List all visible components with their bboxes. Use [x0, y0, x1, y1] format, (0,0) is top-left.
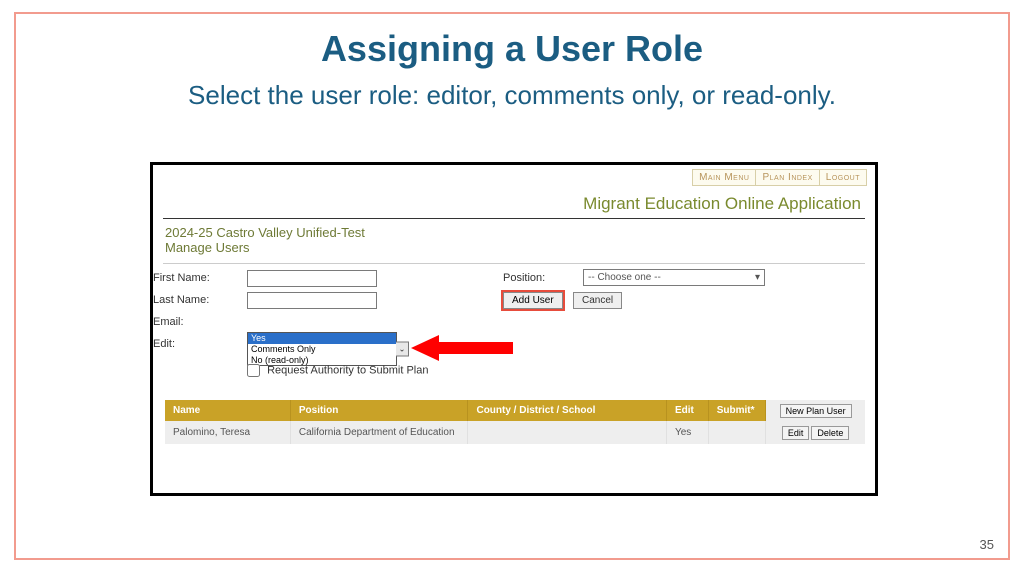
email-label: Email:	[153, 316, 184, 328]
cell-submit	[708, 421, 765, 444]
arrow-shaft	[437, 342, 513, 354]
col-position: Position	[290, 400, 468, 421]
cell-name: Palomino, Teresa	[165, 421, 290, 444]
first-name-input[interactable]	[247, 270, 377, 287]
slide-frame: Assigning a User Role Select the user ro…	[14, 12, 1010, 560]
row-edit-button[interactable]: Edit	[782, 426, 810, 440]
position-placeholder: -- Choose one --	[588, 272, 661, 283]
first-name-label: First Name:	[153, 272, 210, 284]
district-name: 2024-25 Castro Valley Unified-Test	[153, 219, 875, 240]
col-submit: Submit*	[708, 400, 765, 421]
cell-edit: Yes	[666, 421, 708, 444]
col-county: County / District / School	[468, 400, 667, 421]
slide-subtitle: Select the user role: editor, comments o…	[16, 80, 1008, 111]
row-delete-button[interactable]: Delete	[811, 426, 849, 440]
submit-authority-label: Request Authority to Submit Plan	[267, 364, 428, 376]
cell-actions: EditDelete	[766, 421, 865, 444]
cell-county	[468, 421, 667, 444]
top-nav: Main MenuPlan IndexLogout	[153, 165, 875, 188]
new-plan-user-button[interactable]: New Plan User	[780, 404, 852, 418]
divider-light	[163, 263, 865, 264]
app-title: Migrant Education Online Application	[153, 188, 875, 218]
position-select[interactable]: -- Choose one --	[583, 269, 765, 286]
nav-main-menu[interactable]: Main Menu	[692, 169, 756, 186]
edit-option-comments[interactable]: Comments Only	[248, 344, 396, 355]
nav-logout[interactable]: Logout	[819, 169, 867, 186]
edit-label: Edit:	[153, 338, 175, 350]
table-row: Palomino, Teresa California Department o…	[165, 421, 865, 444]
app-screenshot: Main MenuPlan IndexLogout Migrant Educat…	[150, 162, 878, 496]
submit-authority-row: Request Authority to Submit Plan	[247, 364, 429, 377]
last-name-label: Last Name:	[153, 294, 209, 306]
arrow-head-icon	[411, 335, 439, 361]
last-name-input[interactable]	[247, 292, 377, 309]
submit-authority-checkbox[interactable]	[247, 364, 260, 377]
chevron-down-icon[interactable]: ⌄	[396, 342, 409, 357]
cell-position: California Department of Education	[290, 421, 468, 444]
user-form: First Name: Last Name: Email: Edit: Posi…	[153, 270, 875, 392]
add-user-button[interactable]: Add User	[503, 292, 563, 309]
table-header-row: Name Position County / District / School…	[165, 400, 865, 421]
users-table: Name Position County / District / School…	[165, 400, 865, 444]
page-number: 35	[980, 537, 994, 552]
cancel-button[interactable]: Cancel	[573, 292, 622, 309]
col-edit: Edit	[666, 400, 708, 421]
col-name: Name	[165, 400, 290, 421]
edit-option-yes[interactable]: Yes	[248, 333, 396, 344]
slide-title: Assigning a User Role	[16, 28, 1008, 70]
col-actions: New Plan User	[766, 400, 865, 421]
edit-dropdown[interactable]: Yes Comments Only No (read-only) ⌄	[247, 332, 397, 366]
position-label: Position:	[503, 272, 545, 284]
nav-plan-index[interactable]: Plan Index	[755, 169, 819, 186]
section-name: Manage Users	[153, 240, 875, 261]
